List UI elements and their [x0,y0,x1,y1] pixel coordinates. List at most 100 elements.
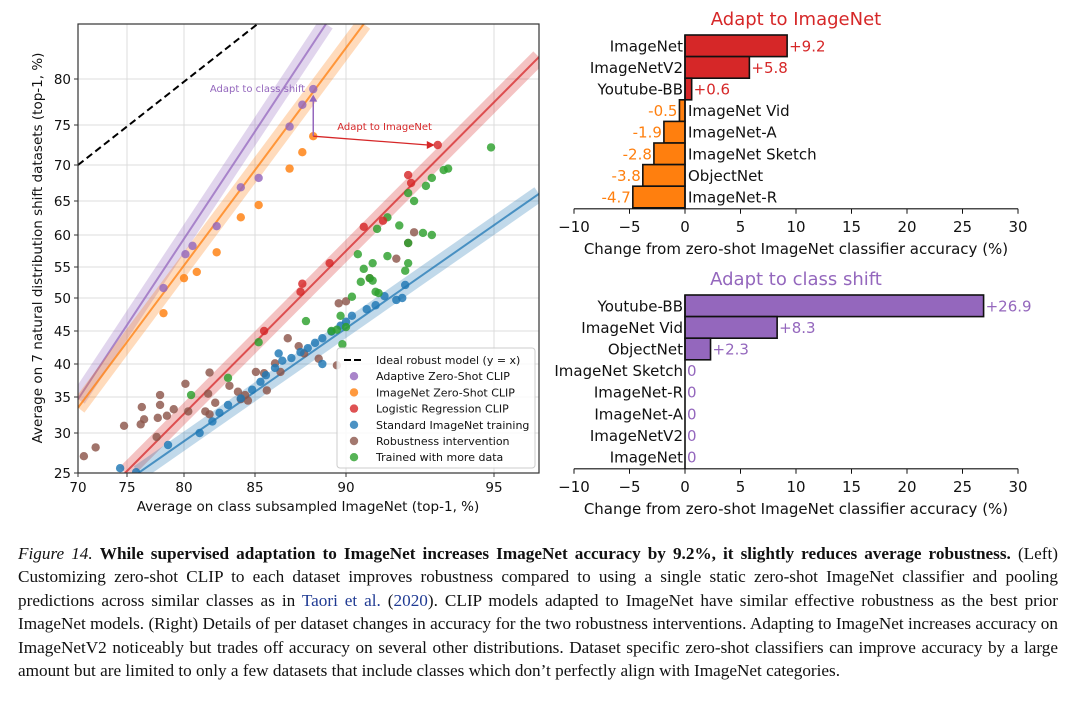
y-tick-label: 35 [54,390,71,406]
data-point [285,164,294,173]
imagenet-arrow [313,135,428,146]
x-tick-label: 5 [736,478,746,496]
x-tick-label: 0 [680,218,690,236]
data-point [374,288,383,298]
data-point [115,464,125,473]
data-point [225,381,234,390]
legend-marker-icon [349,420,359,429]
legend-box [336,347,536,469]
data-point [371,301,380,310]
data-point [362,305,371,314]
data-point [301,316,311,326]
data-point [254,338,263,347]
x-tick-label: 80 [175,480,192,496]
bar-category-label: ImageNet [610,37,683,55]
bar [642,163,686,188]
data-point [163,440,173,450]
annotations: Adapt to class shift Adapt to ImageNet [210,84,435,149]
figure-label: Figure 14. [18,544,93,563]
data-point [184,407,193,416]
axis-ticks: 70 75 80 85 90 95 25 30 35 40 45 50 55 60 65 70 75 80 [54,72,503,496]
data-point [212,221,221,231]
data-point [427,230,437,240]
data-point [283,334,292,343]
legend-label: Standard ImageNet training [376,419,529,432]
legend-label: Ideal robust model (y = x) [376,354,520,367]
citation-link-authors[interactable]: Taori et al. [301,590,381,610]
data-point [318,334,327,343]
x-tick-label: 10 [786,478,805,496]
data-point [298,148,307,157]
data-point [334,299,343,308]
x-tick-label: −10 [558,218,590,236]
data-point [341,297,351,306]
data-point [162,411,172,420]
data-point [188,241,197,251]
citation-open: ( [380,590,394,610]
data-point [254,173,263,183]
y-tick-label: 45 [54,324,71,340]
data-point [401,266,410,275]
data-point [433,140,442,150]
bar-category-label: ImageNetV2 [590,427,683,445]
data-point [378,216,388,225]
data-point [403,188,413,198]
data-point [155,400,165,410]
y-tick-label: 25 [54,466,71,482]
data-point [298,279,307,288]
data-point [247,385,257,394]
x-tick-label: −10 [558,478,590,496]
data-point [131,468,141,473]
grid [77,24,539,474]
bar-value-label: -0.5 [648,102,677,120]
caption-body-2: CLIP models adapted to ImageNet have sim… [18,590,1058,681]
bar-category-label: Youtube-BB [597,81,683,99]
data-point [233,387,243,396]
legend-label: Adaptive Zero-Shot CLIP [376,370,510,383]
data-point [439,165,448,175]
bar-chart-title: Adapt to ImageNet [711,9,881,30]
data-point [287,353,296,363]
data-point [338,340,347,349]
y-tick-label: 75 [54,118,71,134]
bar-category-label: ObjectNet [688,167,763,185]
bar-value-label: -4.7 [602,189,631,207]
data-point [181,250,190,259]
data-point [403,258,413,268]
figure-caption: Figure 14. While supervised adaptation t… [18,542,1058,682]
data-point [298,100,307,109]
bar-category-label: ImageNetV2 [590,59,683,77]
data-point [254,200,263,210]
data-point [368,258,377,268]
scatter-plot: Adapt to class shift Adapt to ImageNet 70… [30,23,540,515]
caption-body-1: (Left) Customizing zero-shot CLIP to eac… [18,544,1059,610]
x-tick-label: 20 [897,218,916,236]
data-point [136,420,145,429]
data-point [296,347,305,357]
bar-value-label: +0.6 [694,81,730,99]
data-point [205,368,214,377]
caption-title: While supervised adaptation to ImageNet … [99,544,1011,563]
data-point [152,432,161,442]
data-point [368,276,377,285]
data-point [223,373,233,383]
data-point [318,359,327,369]
bar-category-label: ImageNet Vid [581,319,683,337]
data-point [251,367,261,377]
y-tick-label: 40 [54,357,71,373]
x-axis-label: Change from zero-shot ImageNet classifie… [584,500,1008,518]
data-point [211,398,220,407]
bar-chart-title: Adapt to class shift [710,269,882,290]
data-point [341,322,351,332]
data-point [332,325,342,334]
bar-value-label: 0 [687,362,697,380]
data-point [119,421,129,430]
legend-label: Logistic Regression CLIP [376,403,509,416]
y-tick-label: 70 [54,158,71,174]
bar [684,34,788,58]
data-point [359,222,368,232]
bar-category-label: ImageNet Vid [688,102,790,120]
data-point [236,394,245,403]
imagenet-arrowhead [426,141,435,149]
citation-link-year[interactable]: 2020 [393,590,428,610]
